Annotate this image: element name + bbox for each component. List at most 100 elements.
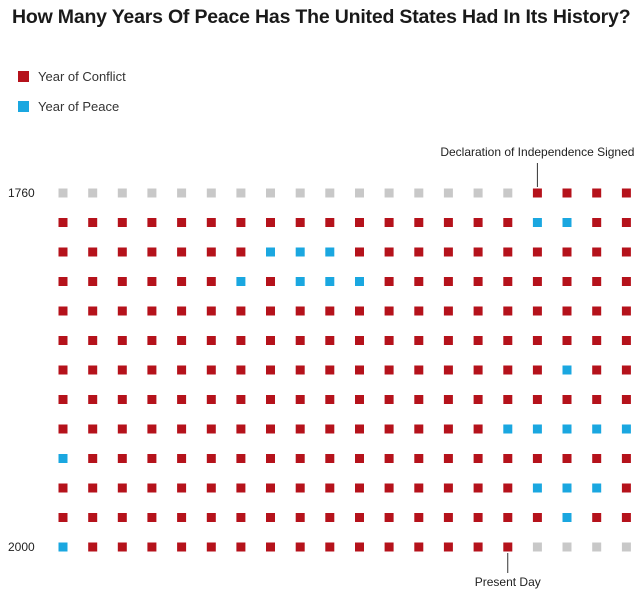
year-cell-conflict: [562, 336, 572, 345]
year-cell-conflict: [592, 218, 602, 227]
year-cell-conflict: [443, 218, 453, 227]
year-cell-conflict: [592, 247, 602, 257]
year-cell-conflict: [117, 542, 127, 552]
year-cell-conflict: [295, 542, 305, 552]
year-cell-conflict: [355, 395, 364, 404]
year-cell-conflict: [384, 542, 394, 552]
year-cell-conflict: [266, 218, 275, 227]
year-cell-outside: [414, 188, 424, 198]
year-cell-conflict: [503, 395, 513, 404]
year-cell-conflict: [443, 483, 453, 493]
year-cell-peace: [592, 424, 602, 434]
year-cell-conflict: [414, 483, 424, 493]
year-cell-conflict: [355, 306, 364, 316]
year-cell-conflict: [621, 395, 631, 404]
year-cell-conflict: [206, 306, 216, 316]
year-cell-conflict: [295, 365, 305, 375]
year-cell-conflict: [414, 277, 424, 286]
year-cell-conflict: [206, 513, 216, 522]
year-cell-peace: [562, 424, 572, 434]
year-cell-peace: [295, 277, 305, 286]
year-cell-conflict: [58, 395, 68, 404]
year-cell-peace: [621, 424, 631, 434]
year-cell-peace: [58, 454, 68, 463]
year-cell-conflict: [443, 365, 453, 375]
year-cell-conflict: [443, 395, 453, 404]
year-cell-conflict: [503, 247, 513, 257]
year-cell-conflict: [532, 365, 542, 375]
year-cell-conflict: [562, 454, 572, 463]
year-cell-conflict: [236, 306, 246, 316]
year-cell-outside: [592, 542, 602, 552]
year-cell-peace: [562, 483, 572, 493]
year-cell-conflict: [147, 218, 157, 227]
year-cell-conflict: [503, 542, 513, 552]
year-cell-conflict: [325, 395, 335, 404]
legend-label-conflict: Year of Conflict: [38, 68, 126, 84]
annotation-declaration-label: Declaration of Independence Signed: [440, 145, 634, 159]
year-cell-conflict: [592, 513, 602, 522]
year-cell-outside: [503, 188, 513, 198]
year-cell-conflict: [117, 454, 127, 463]
year-cell-conflict: [325, 336, 335, 345]
year-cell-conflict: [414, 336, 424, 345]
year-cell-conflict: [266, 365, 275, 375]
year-cell-conflict: [236, 513, 246, 522]
year-cell-conflict: [414, 218, 424, 227]
year-cell-conflict: [473, 277, 483, 286]
year-cell-conflict: [384, 483, 394, 493]
year-cell-conflict: [88, 395, 98, 404]
year-cell-conflict: [532, 306, 542, 316]
year-cell-conflict: [177, 365, 187, 375]
year-cell-outside: [325, 188, 335, 198]
year-cell-conflict: [117, 218, 127, 227]
year-cell-conflict: [147, 277, 157, 286]
legend-swatch-conflict: [18, 70, 29, 82]
year-cell-outside: [384, 188, 394, 198]
year-cell-conflict: [295, 395, 305, 404]
year-cell-conflict: [147, 513, 157, 522]
year-cell-conflict: [117, 277, 127, 286]
year-cell-conflict: [147, 483, 157, 493]
year-cell-conflict: [621, 365, 631, 375]
year-cell-conflict: [443, 247, 453, 257]
year-cell-conflict: [206, 277, 216, 286]
year-cell-conflict: [206, 454, 216, 463]
year-cell-conflict: [473, 336, 483, 345]
year-cell-conflict: [621, 277, 631, 286]
year-cell-conflict: [325, 513, 335, 522]
year-cell-conflict: [414, 542, 424, 552]
year-cell-conflict: [503, 218, 513, 227]
year-cell-peace: [236, 277, 246, 286]
year-cell-conflict: [177, 336, 187, 345]
year-cell-conflict: [117, 395, 127, 404]
year-cell-conflict: [621, 483, 631, 493]
year-cell-conflict: [58, 513, 68, 522]
year-cell-conflict: [177, 424, 187, 434]
year-cell-conflict: [473, 483, 483, 493]
year-cell-conflict: [236, 542, 246, 552]
year-cell-conflict: [236, 424, 246, 434]
year-cell-conflict: [562, 306, 572, 316]
year-cell-conflict: [592, 336, 602, 345]
year-cell-conflict: [266, 454, 275, 463]
year-cell-peace: [592, 483, 602, 493]
year-cell-conflict: [325, 306, 335, 316]
year-cell-conflict: [88, 306, 98, 316]
year-cell-conflict: [592, 454, 602, 463]
year-cell-conflict: [147, 395, 157, 404]
year-cell-conflict: [177, 542, 187, 552]
year-cell-conflict: [532, 336, 542, 345]
year-cell-conflict: [266, 542, 275, 552]
year-cell-conflict: [473, 247, 483, 257]
year-cell-peace: [562, 218, 572, 227]
year-cell-conflict: [206, 395, 216, 404]
year-cell-conflict: [206, 336, 216, 345]
year-cell-conflict: [58, 247, 68, 257]
year-cell-conflict: [473, 513, 483, 522]
year-cell-conflict: [147, 454, 157, 463]
year-cell-conflict: [532, 277, 542, 286]
year-cell-outside: [177, 188, 187, 198]
year-cell-conflict: [562, 188, 572, 198]
